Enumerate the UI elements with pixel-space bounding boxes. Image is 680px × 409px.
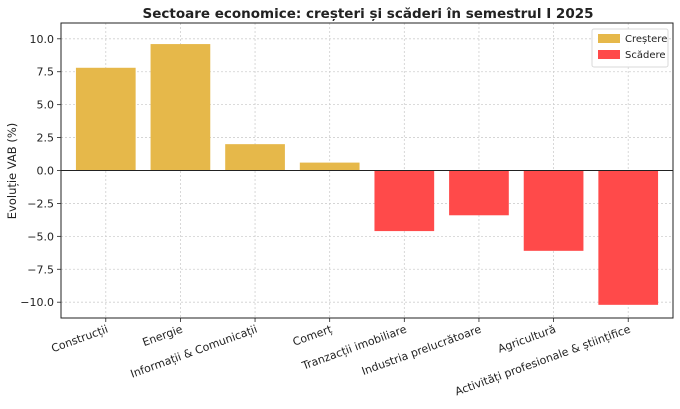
y-tick-label: −10.0 <box>20 296 54 309</box>
y-tick-label: 7.5 <box>37 66 55 79</box>
bar <box>598 170 659 305</box>
chart-title: Sectoare economice: creșteri și scăderi … <box>143 6 594 22</box>
bars-layer <box>75 44 659 305</box>
bar <box>299 162 360 171</box>
bar <box>523 170 584 251</box>
bar <box>449 170 509 216</box>
y-tick-label: −7.5 <box>27 263 54 276</box>
y-tick-label: −5.0 <box>27 230 54 243</box>
legend: Creștere Scădere <box>591 28 669 68</box>
bar <box>150 44 211 171</box>
bar <box>75 67 136 171</box>
y-tick-label: 10.0 <box>30 33 55 46</box>
legend-swatch-increase <box>598 34 620 43</box>
x-tick-label: Construcții <box>50 323 110 356</box>
bar <box>374 170 435 232</box>
y-tick-label: 2.5 <box>37 132 55 145</box>
legend-label-increase: Creștere <box>625 34 667 45</box>
y-tick-label: 0.0 <box>37 165 55 178</box>
legend-label-decrease: Scădere <box>625 50 666 61</box>
y-tick-label: −2.5 <box>27 197 54 210</box>
x-tick-label: Energie <box>141 323 185 350</box>
y-axis-label: Evoluție VAB (%) <box>5 123 19 219</box>
x-tick-label: Informații & Comunicații <box>129 323 259 381</box>
x-tick-label: Comerț <box>291 322 334 348</box>
y-tick-label: 5.0 <box>37 99 55 112</box>
bar <box>225 144 285 171</box>
legend-swatch-decrease <box>598 50 620 59</box>
